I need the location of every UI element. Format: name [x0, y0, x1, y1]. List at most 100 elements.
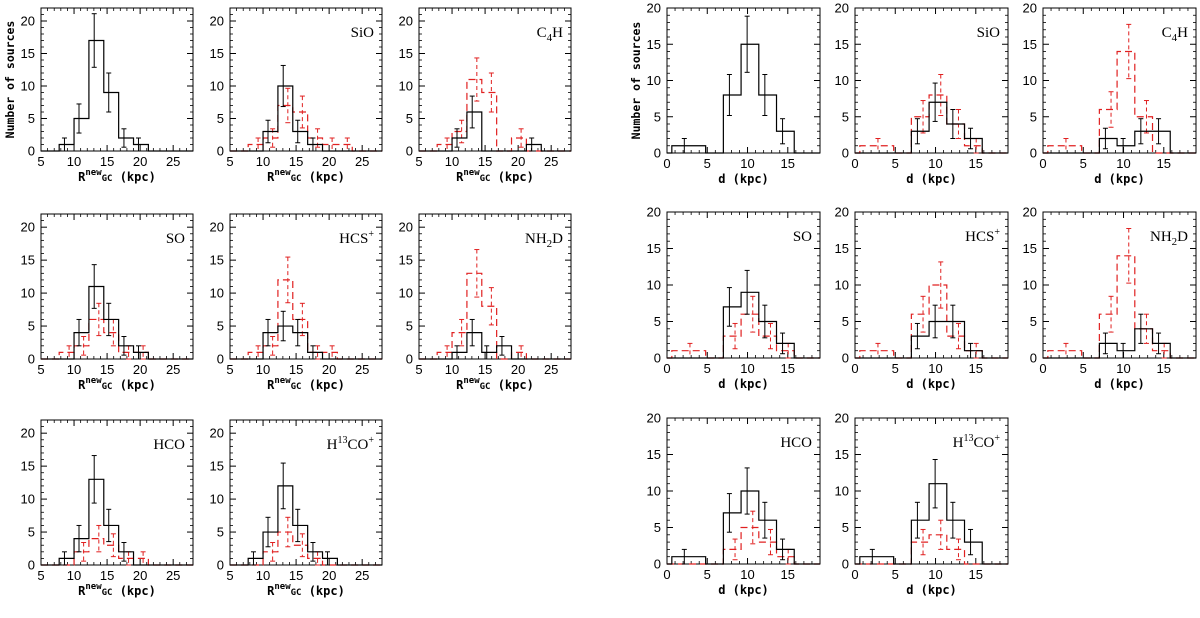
x-axis-label-part: (kpc): [913, 583, 956, 597]
y-tick-label: 0: [217, 352, 224, 367]
histogram-panel-dist-all: 0 5 10 15 0 5 10 15 20 d (kpc) Number of sources: [629, 1, 821, 186]
y-tick-label: 5: [1030, 109, 1037, 124]
molecule-label-part: H: [552, 25, 563, 41]
x-tick-label: 15: [289, 362, 303, 377]
molecule-label-part: 13: [338, 435, 348, 446]
x-axis-label-part: GC: [102, 174, 113, 184]
histogram-panel-dist-HCO: 0 5 10 15 0 5 10 15 20 HCO d (kpc): [647, 411, 821, 597]
x-axis-label-part: GC: [291, 382, 302, 392]
x-axis-label-part: GC: [480, 174, 491, 184]
x-tick-label: 5: [226, 154, 233, 169]
y-tick-label: 15: [21, 459, 35, 474]
x-tick-label: 10: [740, 156, 754, 171]
molecule-label-part: 4: [1172, 32, 1178, 44]
y-tick-label: 5: [654, 314, 661, 329]
panel-frame: [666, 7, 821, 154]
molecule-label: SO: [793, 229, 812, 245]
y-tick-label: 5: [28, 319, 35, 334]
x-axis-label-part: R: [78, 170, 86, 184]
x-tick-label: 15: [1157, 156, 1171, 171]
x-axis-label-part: GC: [102, 382, 113, 392]
y-tick-label: 15: [835, 37, 849, 52]
molecule-label-part: SiO: [977, 25, 1001, 41]
y-tick-label: 0: [217, 144, 224, 159]
x-tick-label: 20: [322, 362, 336, 377]
y-tick-label: 0: [1030, 351, 1037, 366]
x-tick-label: 0: [851, 361, 858, 376]
x-axis-label: RnewGC (kpc): [267, 168, 345, 184]
all-sources-histogram: [230, 85, 382, 152]
x-tick-label: 0: [1039, 361, 1046, 376]
x-tick-label: 15: [781, 156, 795, 171]
molecule-label: NH2D: [525, 231, 563, 250]
all-sources-histogram: [855, 483, 1008, 565]
y-tick-label: 0: [28, 144, 35, 159]
molecule-label-part: HCS: [965, 229, 994, 245]
x-axis-label-part: d: [906, 377, 913, 391]
x-axis-label-part: GC: [102, 588, 113, 598]
x-axis-label-part: (kpc): [112, 584, 155, 598]
x-tick-label: 10: [67, 568, 81, 583]
detected-histogram: [855, 94, 1008, 154]
x-tick-label: 0: [663, 567, 670, 582]
x-axis-label: d (kpc): [718, 583, 769, 597]
x-axis-label-part: d: [906, 172, 913, 186]
all-sources-histogram: [1043, 130, 1196, 154]
y-tick-label: 20: [210, 14, 224, 29]
x-tick-label: 20: [322, 568, 336, 583]
x-tick-label: 15: [289, 568, 303, 583]
x-axis-label-part: (kpc): [1101, 377, 1144, 391]
all-sources-histogram: [41, 39, 193, 152]
x-tick-label: 10: [67, 362, 81, 377]
y-tick-label: 20: [21, 426, 35, 441]
molecule-label: H13CO+: [327, 435, 375, 453]
y-tick-label: 20: [21, 14, 35, 29]
y-tick-label: 0: [28, 558, 35, 573]
y-tick-label: 10: [210, 79, 224, 94]
x-tick-label: 15: [969, 156, 983, 171]
y-tick-label: 0: [654, 557, 661, 572]
molecule-label-part: +: [368, 435, 374, 446]
molecule-label-part: D: [1177, 229, 1188, 245]
all-sources-histogram: [667, 291, 820, 359]
x-axis-label-part: R: [456, 170, 464, 184]
y-tick-label: 15: [399, 253, 413, 268]
y-tick-label: 10: [835, 278, 849, 293]
y-tick-label: 10: [1023, 278, 1037, 293]
y-tick-label: 15: [21, 253, 35, 268]
x-tick-label: 5: [415, 362, 422, 377]
x-tick-label: 10: [928, 361, 942, 376]
histogram-panel-dist-HCS+: 0 5 10 15 0 5 10 15 20 HCS+ d (kpc): [835, 205, 1009, 391]
y-tick-label: 10: [399, 286, 413, 301]
x-tick-label: 15: [781, 567, 795, 582]
x-tick-label: 15: [969, 361, 983, 376]
x-axis-label-part: (kpc): [725, 172, 768, 186]
x-tick-label: 20: [133, 568, 147, 583]
x-axis-label-part: new: [85, 582, 102, 592]
x-axis-label-part: d: [718, 583, 725, 597]
molecule-label-part: C: [537, 25, 547, 41]
y-tick-label: 0: [654, 351, 661, 366]
x-axis-label: RnewGC (kpc): [78, 168, 156, 184]
x-axis-label-part: (kpc): [490, 170, 533, 184]
molecule-label: HCS+: [339, 229, 374, 247]
x-axis-label-part: (kpc): [490, 378, 533, 392]
y-tick-label: 20: [1023, 1, 1037, 16]
molecule-label-part: H: [953, 435, 964, 451]
x-tick-label: 25: [544, 362, 558, 377]
molecule-label-part: D: [552, 231, 563, 247]
molecule-label: SO: [166, 231, 185, 247]
y-tick-label: 10: [835, 73, 849, 88]
detected-histogram: [230, 279, 382, 360]
all-sources-histogram: [41, 285, 193, 360]
y-tick-label: 20: [1023, 205, 1037, 220]
molecule-label: SiO: [977, 25, 1001, 41]
x-tick-label: 10: [445, 362, 459, 377]
x-axis-label-part: R: [267, 584, 275, 598]
x-tick-label: 5: [892, 361, 899, 376]
x-axis-label-part: new: [85, 376, 102, 386]
x-tick-label: 15: [969, 567, 983, 582]
panel-frame: [418, 213, 572, 360]
x-axis-label-part: GC: [480, 382, 491, 392]
x-axis-label-part: (kpc): [725, 377, 768, 391]
